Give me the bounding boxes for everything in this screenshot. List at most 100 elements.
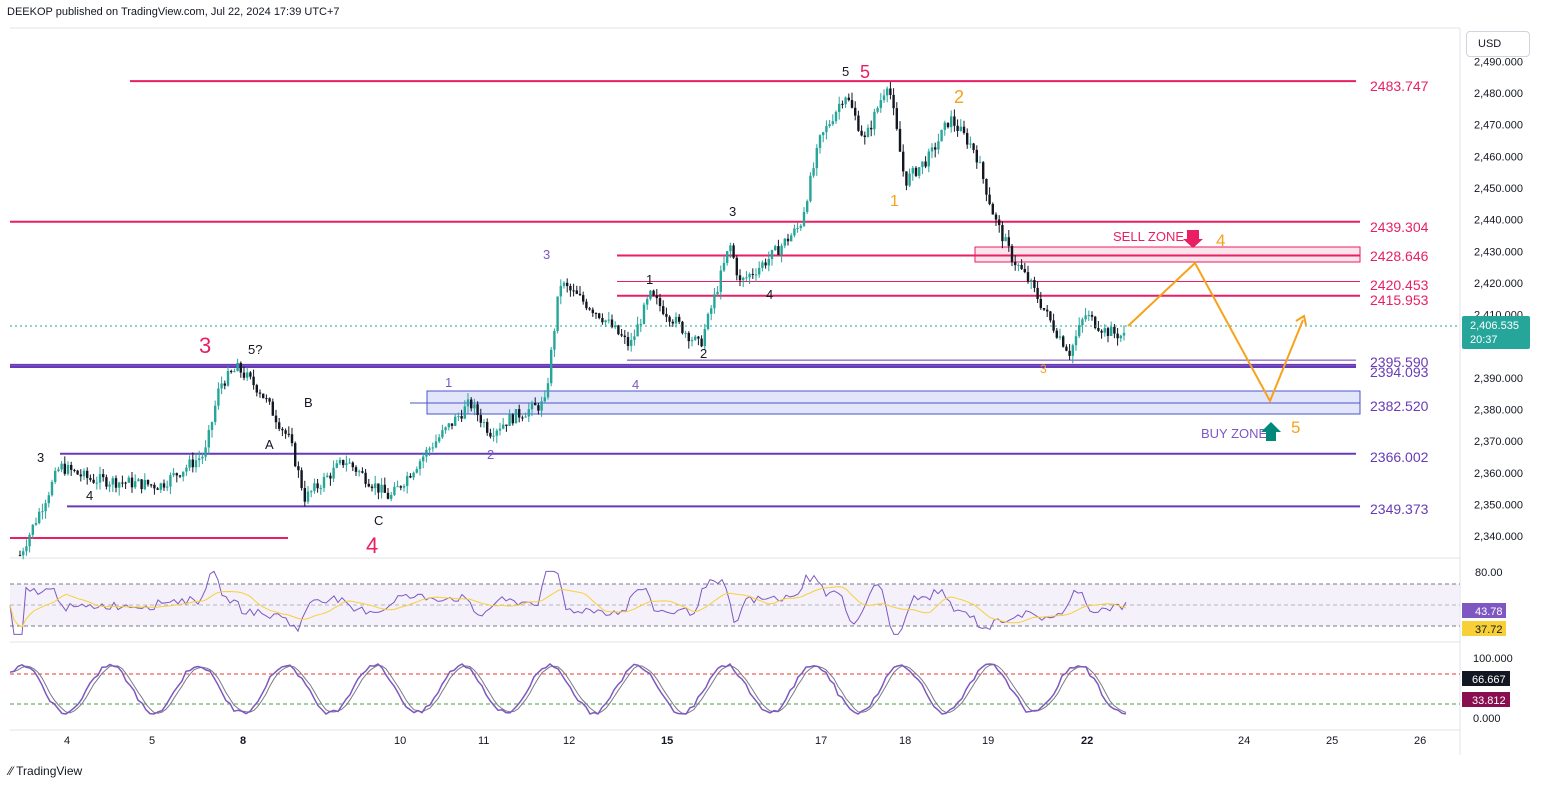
candle-body bbox=[1010, 245, 1014, 263]
candle-body bbox=[687, 332, 690, 342]
candle-body bbox=[111, 478, 114, 485]
candle-body bbox=[57, 469, 60, 471]
candle-body bbox=[943, 122, 946, 130]
candle-body bbox=[934, 147, 937, 150]
candle-body bbox=[22, 551, 25, 556]
level-label: 2394.093 bbox=[1370, 364, 1429, 380]
sell-zone-box[interactable] bbox=[974, 246, 1361, 263]
tradingview-logo: ⁄⁄ TradingView bbox=[9, 764, 82, 778]
candle-body bbox=[41, 511, 44, 513]
candle-body bbox=[930, 147, 934, 152]
candle-body bbox=[335, 463, 338, 468]
candle-body bbox=[518, 409, 521, 418]
candle-body bbox=[674, 316, 678, 324]
candle-body bbox=[258, 392, 262, 394]
time-tick-label: 12 bbox=[563, 735, 575, 747]
wave-label: 5 bbox=[1291, 418, 1300, 437]
candle-body bbox=[793, 228, 796, 236]
candle-body bbox=[716, 291, 719, 295]
candle-body bbox=[438, 437, 441, 442]
candle-body bbox=[623, 335, 626, 338]
candle-body bbox=[1087, 315, 1090, 317]
candle-body bbox=[175, 473, 178, 476]
candle-body bbox=[729, 245, 732, 252]
candle-body bbox=[850, 100, 854, 108]
candle-body bbox=[742, 277, 745, 281]
stoch-k-line bbox=[9, 662, 1127, 715]
candle-body bbox=[351, 462, 354, 468]
candle-body bbox=[470, 399, 473, 409]
candle-body bbox=[486, 421, 489, 433]
candle-body bbox=[985, 178, 988, 195]
candle-body bbox=[265, 398, 268, 400]
candle-body bbox=[278, 422, 281, 429]
wave-label: 4 bbox=[766, 287, 773, 302]
candle-body bbox=[159, 483, 162, 490]
candle-body bbox=[639, 323, 642, 325]
price-tick-label: 2,360.000 bbox=[1474, 468, 1523, 480]
candle-body bbox=[434, 441, 438, 448]
candle-body bbox=[572, 290, 575, 292]
candle-body bbox=[482, 421, 486, 423]
candle-body bbox=[156, 488, 159, 490]
candle-body bbox=[34, 522, 38, 525]
candle-body bbox=[306, 491, 310, 502]
time-tick-label: 10 bbox=[394, 735, 406, 747]
candle-body bbox=[873, 111, 876, 130]
candle-body bbox=[655, 295, 658, 299]
price-tick-label: 2,390.000 bbox=[1474, 373, 1523, 385]
candle-body bbox=[857, 115, 860, 131]
wave-label: C bbox=[374, 513, 383, 528]
candle-body bbox=[818, 135, 822, 148]
candle-body bbox=[204, 447, 207, 457]
candle-body bbox=[1020, 264, 1023, 270]
rsi-ma-value: 37.72 bbox=[1475, 624, 1503, 636]
candle-body bbox=[774, 246, 777, 251]
currency-button[interactable]: USD bbox=[1466, 31, 1530, 57]
tv-logo-label: TradingView bbox=[16, 764, 83, 778]
candle-body bbox=[162, 483, 166, 488]
candle-body bbox=[297, 466, 300, 471]
candle-body bbox=[588, 308, 591, 310]
candle-body bbox=[441, 430, 444, 438]
candle-body bbox=[844, 97, 847, 105]
candle-body bbox=[636, 324, 639, 337]
candle-body bbox=[726, 251, 729, 263]
candle-body bbox=[201, 456, 204, 459]
candle-body bbox=[92, 479, 95, 483]
stoch-bottom-tick: 0.000 bbox=[1473, 713, 1501, 725]
candle-body bbox=[367, 483, 370, 487]
candle-body bbox=[594, 313, 598, 315]
candle-body bbox=[246, 372, 249, 378]
candle-body bbox=[374, 483, 377, 489]
candle-body bbox=[796, 227, 799, 229]
time-tick-label: 4 bbox=[64, 735, 70, 747]
candle-body bbox=[236, 362, 239, 372]
candle-body bbox=[866, 127, 870, 138]
candle-body bbox=[966, 132, 969, 145]
candle-body bbox=[268, 398, 271, 402]
candle-body bbox=[47, 495, 50, 504]
candle-body bbox=[1030, 280, 1033, 282]
price-tick-label: 2,480.000 bbox=[1474, 88, 1523, 100]
candle-body bbox=[575, 290, 578, 294]
candle-body bbox=[425, 449, 428, 457]
candle-body bbox=[415, 469, 418, 473]
candle-body bbox=[777, 246, 780, 255]
candle-body bbox=[98, 474, 102, 483]
candle-body bbox=[1023, 269, 1026, 273]
candle-body bbox=[601, 318, 604, 323]
wave-label: 4 bbox=[366, 533, 378, 558]
candle-body bbox=[428, 448, 431, 450]
candle-body bbox=[233, 371, 236, 373]
candle-body bbox=[828, 124, 831, 127]
price-tick-label: 2,430.000 bbox=[1474, 246, 1523, 258]
candle-body bbox=[706, 313, 710, 329]
candle-body bbox=[556, 296, 559, 331]
time-axis: 4 5 8 10 11 12 15 17 18 19 22 24 25 26 bbox=[64, 735, 1426, 747]
candle-body bbox=[626, 337, 630, 346]
candle-body bbox=[806, 201, 809, 212]
wave-label: 1 bbox=[445, 375, 452, 390]
time-tick-label: 11 bbox=[478, 735, 489, 747]
